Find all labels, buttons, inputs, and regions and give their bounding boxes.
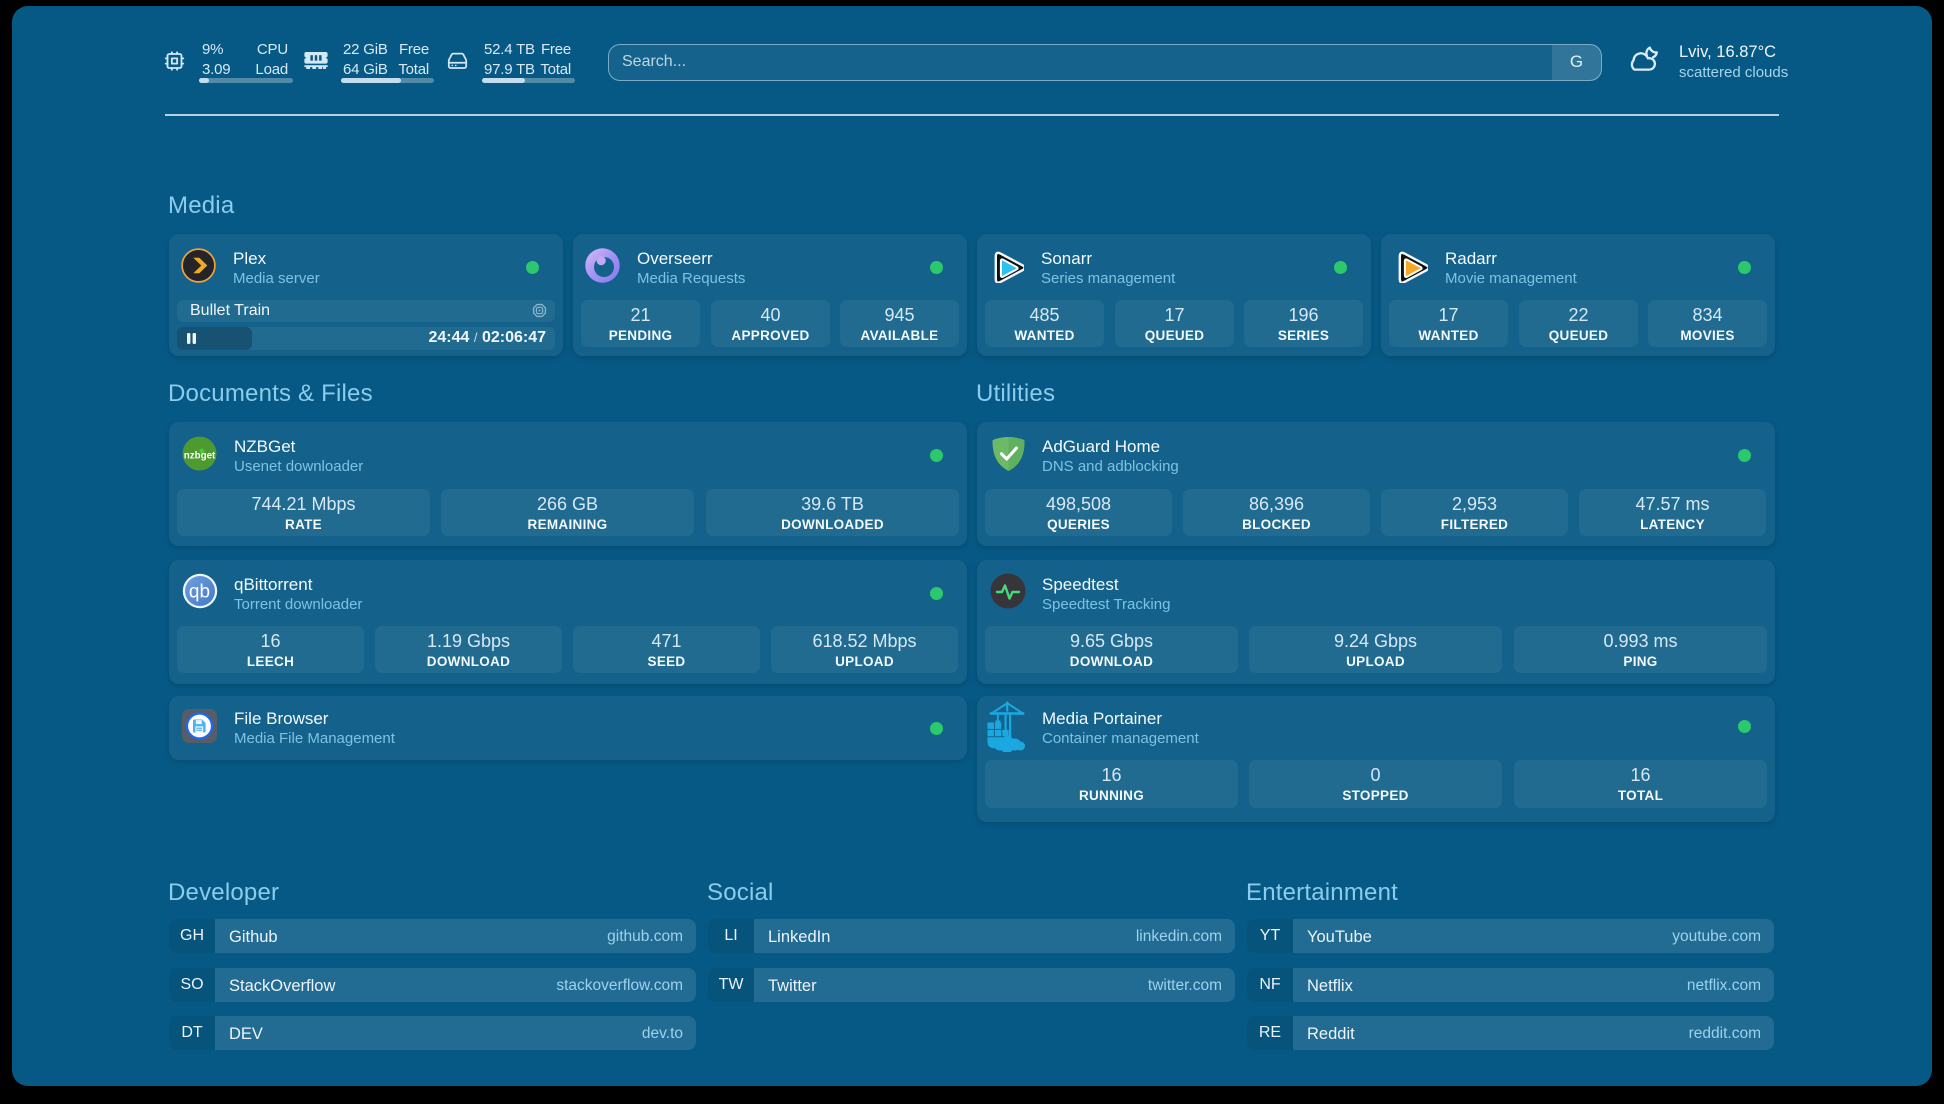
svg-text:nzbget: nzbget xyxy=(184,451,216,462)
svg-text:qb: qb xyxy=(189,582,210,603)
